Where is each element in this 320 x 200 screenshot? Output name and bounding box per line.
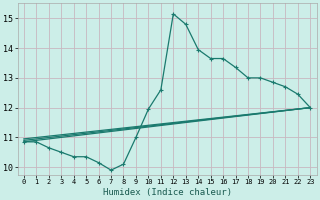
X-axis label: Humidex (Indice chaleur): Humidex (Indice chaleur) — [103, 188, 232, 197]
